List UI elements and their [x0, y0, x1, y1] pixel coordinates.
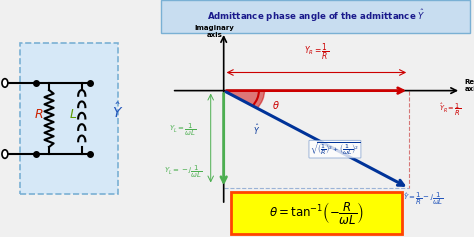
Text: $\sqrt{\left(\dfrac{1}{R}\right)^2 + \left(\dfrac{1}{\omega L}\right)^2}$: $\sqrt{\left(\dfrac{1}{R}\right)^2 + \le… [310, 141, 360, 157]
Circle shape [2, 79, 8, 87]
Text: $Y_L = -j\dfrac{1}{\omega L}$: $Y_L = -j\dfrac{1}{\omega L}$ [164, 163, 202, 180]
Text: $\hat{Y} = \dfrac{1}{R} - j\dfrac{1}{\omega L}$: $\hat{Y} = \dfrac{1}{R} - j\dfrac{1}{\om… [403, 191, 445, 207]
FancyBboxPatch shape [161, 0, 470, 33]
Text: Admittance phase angle of the admittance $\hat{Y}$: Admittance phase angle of the admittance… [207, 8, 426, 24]
Text: $Y_R = \dfrac{1}{R}$: $Y_R = \dfrac{1}{R}$ [304, 41, 329, 62]
FancyBboxPatch shape [231, 192, 401, 234]
Text: $\theta$: $\theta$ [272, 99, 280, 110]
Text: Real
axis: Real axis [465, 78, 474, 91]
Text: $Y_L = \dfrac{1}{\omega L}$: $Y_L = \dfrac{1}{\omega L}$ [169, 122, 197, 138]
Wedge shape [224, 91, 264, 108]
Text: $\hat{Y}$: $\hat{Y}$ [254, 123, 261, 137]
Circle shape [2, 150, 8, 158]
Text: Imaginary
axis: Imaginary axis [194, 25, 234, 38]
Text: $L$: $L$ [70, 109, 78, 122]
Text: $\hat{Y}_R = \dfrac{1}{R}$: $\hat{Y}_R = \dfrac{1}{R}$ [439, 102, 461, 118]
FancyBboxPatch shape [19, 43, 118, 194]
Text: $\hat{Y}$: $\hat{Y}$ [112, 102, 123, 122]
Text: $R$: $R$ [35, 109, 44, 122]
Text: $\theta = \tan^{-1}\!\left(-\dfrac{R}{\omega L}\right)$: $\theta = \tan^{-1}\!\left(-\dfrac{R}{\o… [269, 200, 364, 226]
